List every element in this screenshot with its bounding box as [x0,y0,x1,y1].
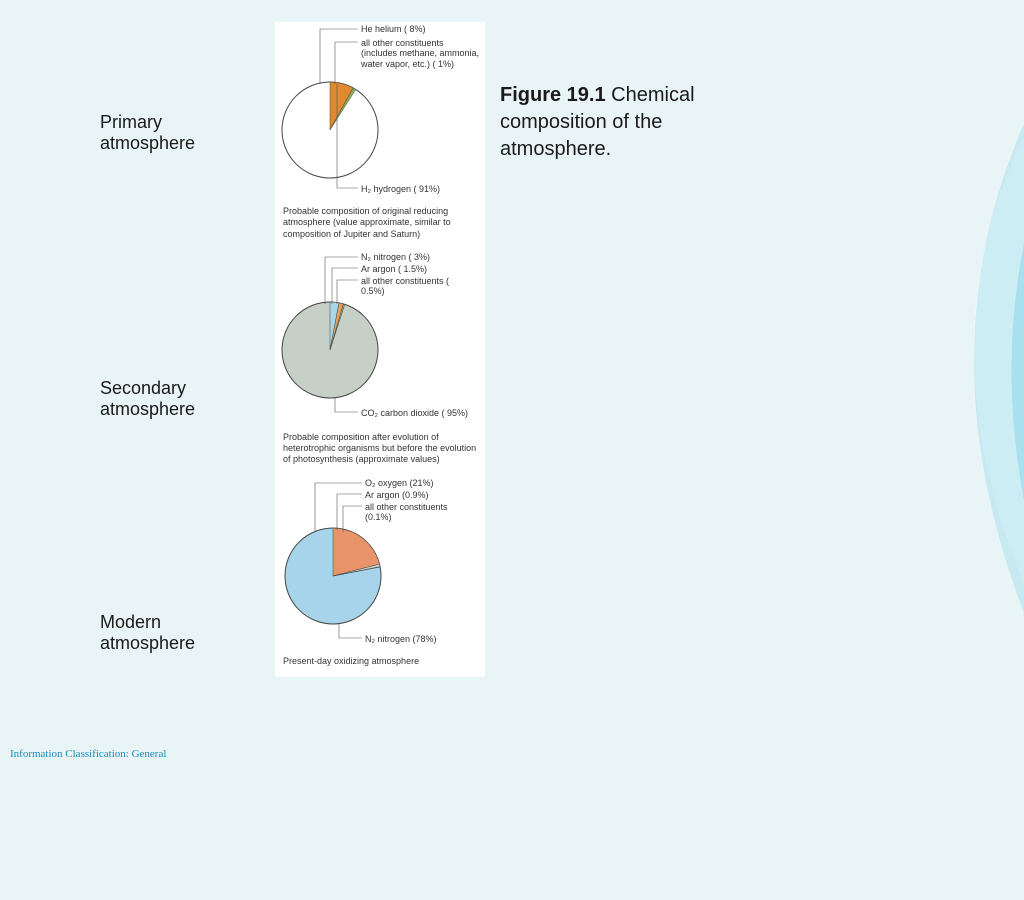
caption-secondary: Probable composition after evolution of … [275,428,485,476]
chart-primary: He helium ( 8%) all other constituents (… [275,22,485,250]
charts-column: He helium ( 8%) all other constituents (… [275,22,485,677]
caption-primary: Probable composition of original reducin… [275,202,485,250]
figure-title: Figure 19.1 Chemical composition of the … [500,82,760,163]
primary-label-he: He helium ( 8%) [361,24,426,34]
secondary-label-n2: N₂ nitrogen ( 3%) [361,252,430,262]
label-primary: Primary atmosphere [100,112,260,154]
secondary-label-other: all other constituents ( 0.5%) [361,276,471,297]
modern-label-o2: O₂ oxygen (21%) [365,478,434,488]
modern-label-n2: N₂ nitrogen (78%) [365,634,437,644]
primary-label-h2: H₂ hydrogen ( 91%) [361,184,440,194]
footer-classification: Information Classification: General [10,748,166,760]
modern-label-ar: Ar argon (0.9%) [365,490,429,500]
figure-number: Figure 19.1 [500,84,606,106]
modern-label-other: all other constituents (0.1%) [365,502,475,523]
chart-modern: O₂ oxygen (21%) Ar argon (0.9%) all othe… [275,476,485,677]
caption-modern: Present-day oxidizing atmosphere [275,652,485,677]
primary-label-other: all other constituents (includes methane… [361,38,481,69]
label-secondary: Secondary atmosphere [100,378,260,420]
secondary-label-co2: CO₂ carbon dioxide ( 95%) [361,408,468,418]
chart-secondary: N₂ nitrogen ( 3%) Ar argon ( 1.5%) all o… [275,250,485,476]
secondary-label-ar: Ar argon ( 1.5%) [361,264,427,274]
label-modern: Modern atmosphere [100,612,260,654]
